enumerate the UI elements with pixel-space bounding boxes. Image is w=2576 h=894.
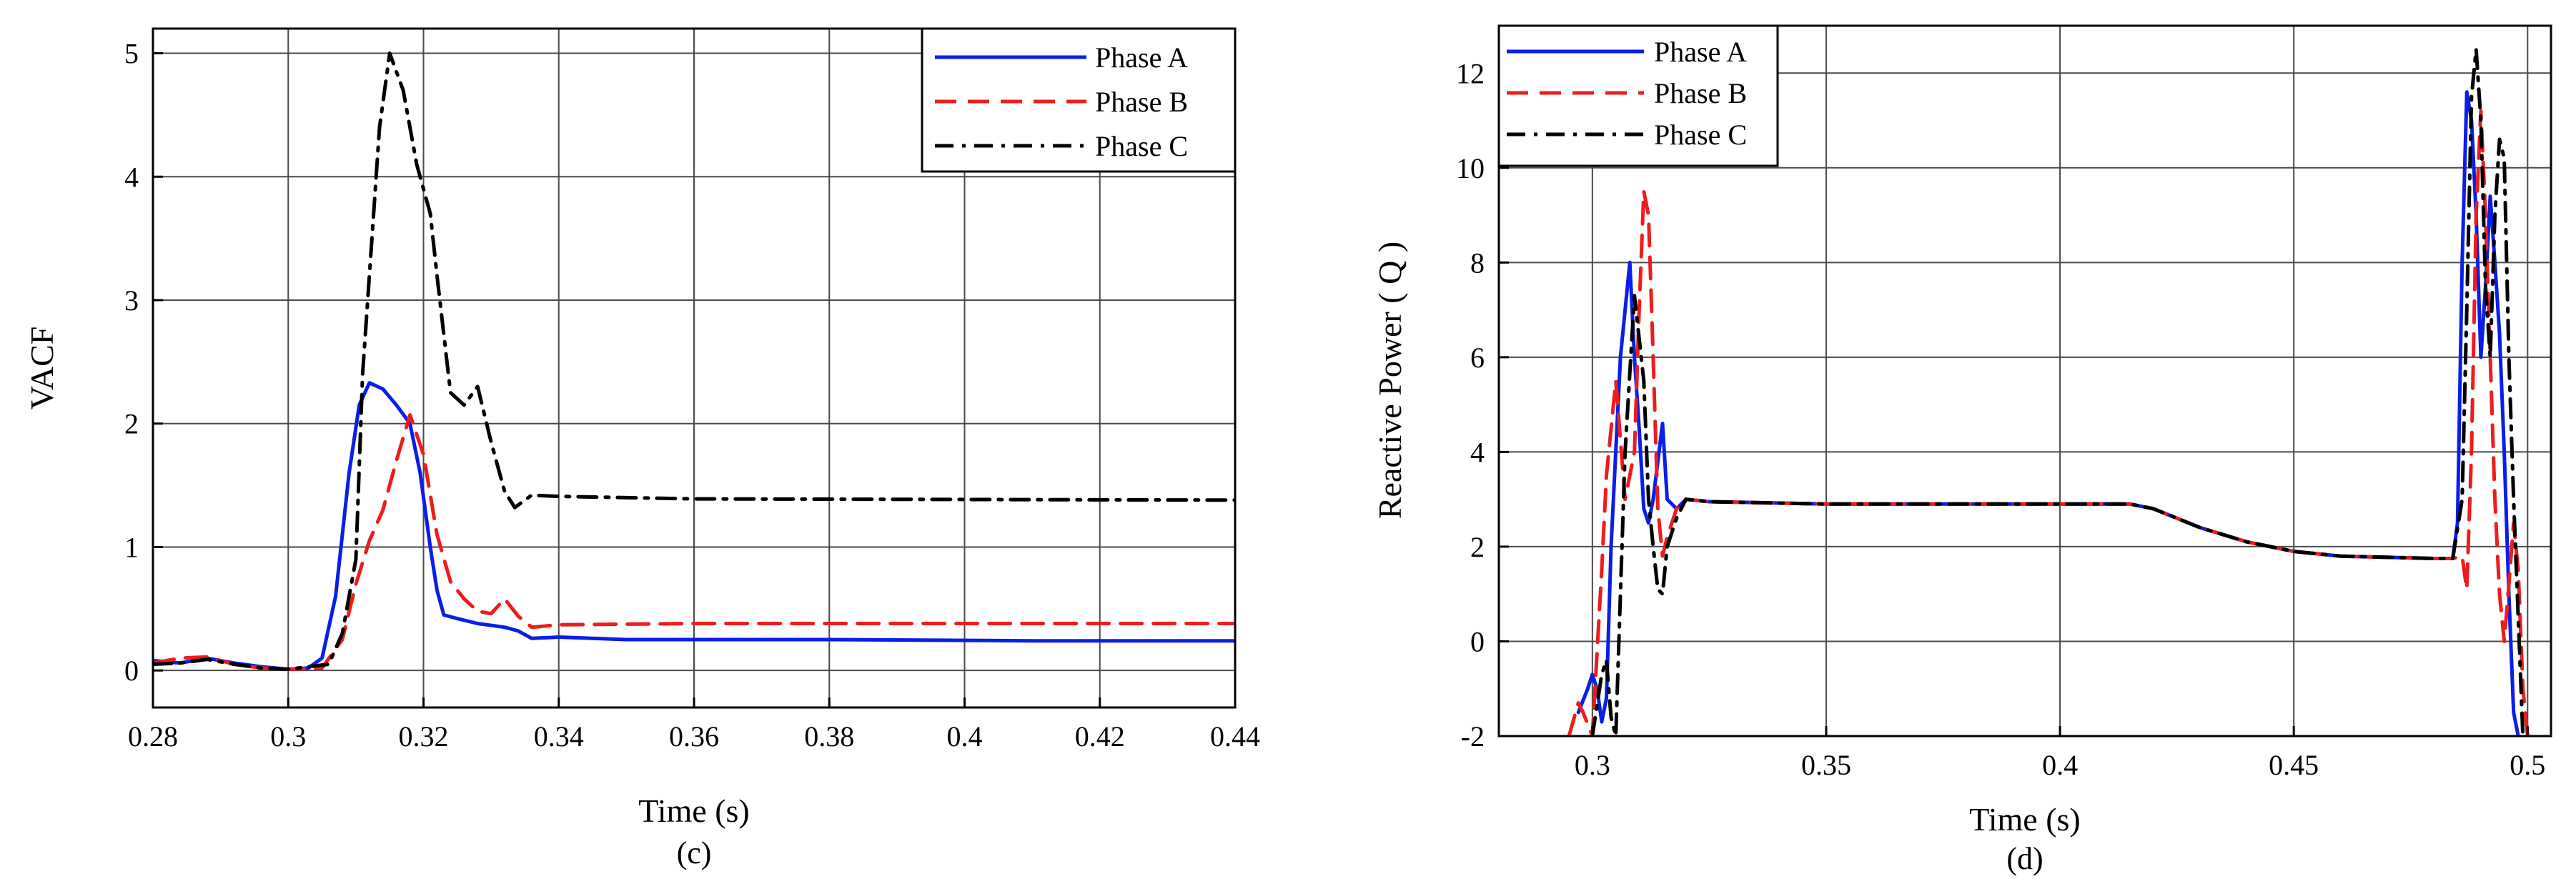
series-layer [153,51,1235,671]
chart-panel-d: 0.3 0.35 0.4 0.45 0.5 -2 0 2 4 6 8 10 12 Time (s) (d… [1372,24,2552,876]
y-tick-label: 10 [1456,152,1485,184]
y-tick-label: 4 [1470,436,1485,468]
y-tick-label: 5 [124,38,139,70]
x-axis-label: Time (s) [1969,801,2081,838]
y-tick-label: 3 [124,284,139,317]
legend: Phase A Phase B Phase C [921,27,1237,173]
x-tick-label: 0.5 [2510,749,2545,781]
y-axis-label: Reactive Power ( Q ) [1372,242,1408,519]
x-tick-label: 0.38 [804,720,854,753]
series-line-phase-c [1590,47,2525,736]
x-tick-label: 0.45 [2269,749,2319,781]
legend-box [1497,24,1779,167]
tick-marks [152,52,1237,707]
x-tick-label: 0.4 [947,720,983,753]
x-tick-label: 0.42 [1075,720,1125,753]
y-tick-label: 0 [124,655,139,687]
x-tick-label: 0.35 [1801,749,1851,781]
x-tick-label: 0.34 [534,720,584,753]
series-line-phase-c [153,51,1235,671]
legend-label-phase-a: Phase A [1095,41,1188,74]
x-tick-label: 0.28 [128,720,178,753]
legend: Phase A Phase B Phase C [1497,24,1779,167]
tick-marks [1499,71,2529,737]
tick-labels: 0.28 0.3 0.32 0.34 0.36 0.38 0.4 0.42 0.44 0 1 2 3 4 5 [124,38,1260,753]
x-tick-label: 0.3 [270,720,306,753]
y-tick-label: 1 [124,531,139,563]
plot-frame [1497,24,2552,737]
panel-caption: (c) [677,835,712,870]
x-tick-label: 0.44 [1210,720,1260,753]
y-tick-label: 2 [124,408,139,440]
x-tick-label: 0.3 [1575,749,1610,781]
legend-label-phase-c: Phase C [1095,130,1188,162]
y-tick-label: -2 [1461,720,1485,753]
x-tick-label: 0.4 [2042,749,2078,781]
y-tick-label: 6 [1470,342,1485,374]
y-tick-label: 2 [1470,531,1485,563]
y-tick-label: 0 [1470,625,1485,657]
grid-lines [152,29,1236,707]
y-axis-label: VACF [24,327,60,410]
x-tick-label: 0.36 [669,720,719,753]
tick-labels: 0.3 0.35 0.4 0.45 0.5 -2 0 2 4 6 8 10 12 [1456,57,2545,781]
y-tick-label: 8 [1470,247,1485,279]
series-line-phase-a [1576,90,2520,736]
series-line-phase-b [1567,109,2530,736]
legend-label-phase-a: Phase A [1654,36,1747,68]
chart-panel-c: 0.28 0.3 0.32 0.34 0.36 0.38 0.4 0.42 0.44 0 1 2 3 4 5… [24,27,1260,870]
y-tick-label: 4 [124,161,139,193]
legend-label-phase-c: Phase C [1654,119,1747,151]
panel-caption: (d) [2006,841,2043,876]
x-axis-label: Time (s) [638,793,750,829]
legend-label-phase-b: Phase B [1654,77,1747,109]
legend-label-phase-b: Phase B [1095,86,1188,118]
x-tick-label: 0.32 [399,720,449,753]
series-layer [1567,47,2530,736]
y-tick-label: 12 [1456,57,1485,89]
